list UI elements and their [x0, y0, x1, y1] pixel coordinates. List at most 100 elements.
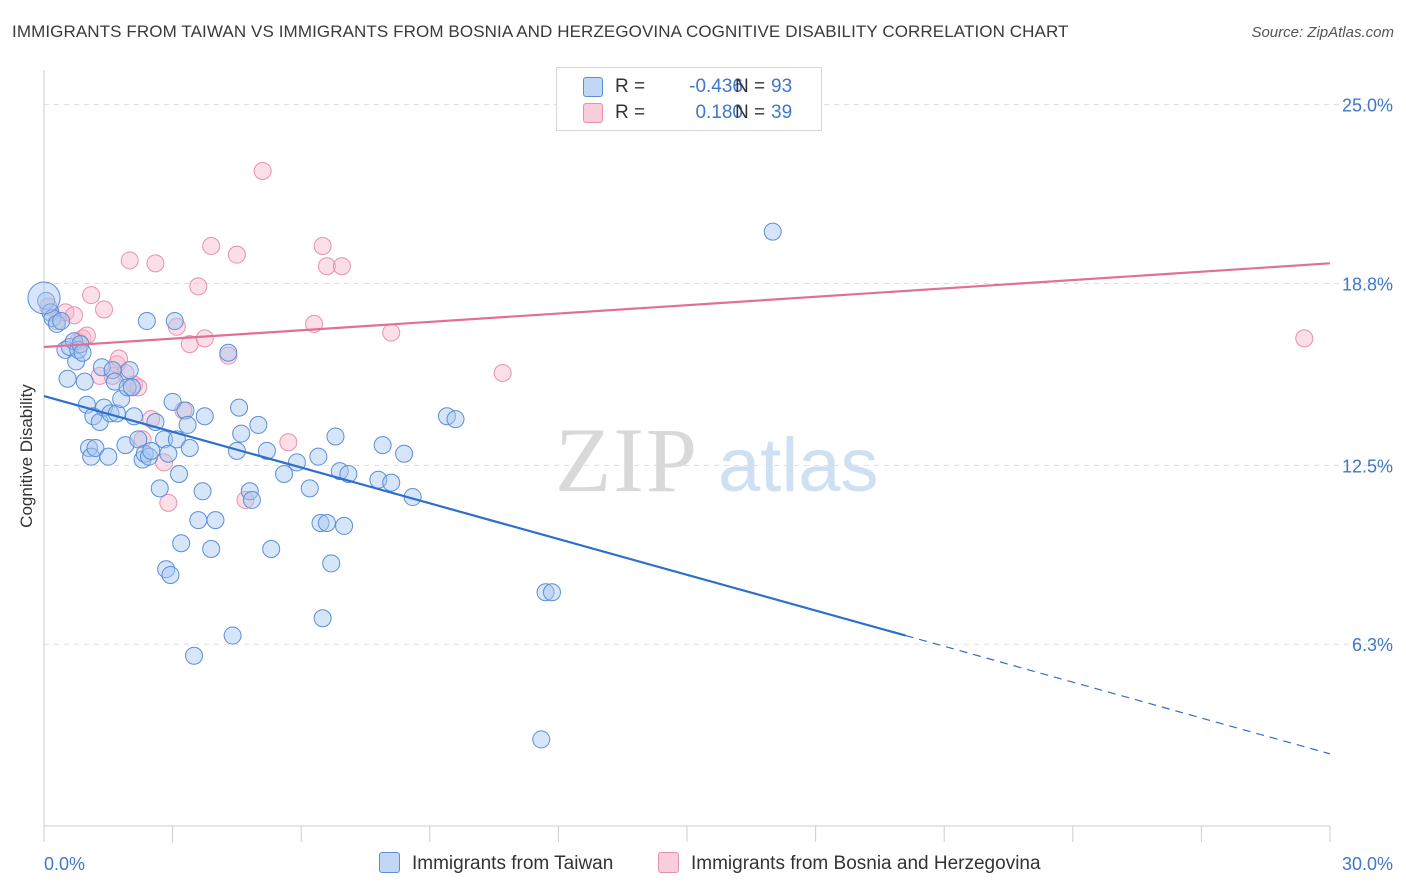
data-point-taiwan: [180, 439, 199, 457]
data-point-taiwan: [120, 361, 139, 380]
data-point-taiwan: [275, 464, 294, 483]
legend-swatch-bosnia: [583, 103, 603, 123]
data-point-bosnia: [195, 329, 214, 348]
data-point-bosnia: [129, 378, 148, 397]
data-point-taiwan: [73, 343, 92, 362]
data-point-bosnia: [313, 237, 332, 256]
data-point-bosnia: [382, 323, 401, 342]
data-point-taiwan: [142, 441, 161, 460]
trend-line-taiwan-extension: [905, 634, 1331, 755]
data-point-taiwan: [99, 447, 118, 466]
data-point-taiwan: [202, 539, 221, 558]
legend-r-value: -0.436: [689, 76, 743, 97]
data-point-bosnia: [317, 257, 336, 276]
data-point-taiwan: [137, 312, 156, 331]
data-point-taiwan: [195, 407, 214, 426]
grid-lines: [44, 104, 1392, 645]
data-point-taiwan: [206, 511, 225, 530]
data-point-taiwan: [311, 514, 330, 533]
watermark-atlas: atlas: [718, 423, 879, 508]
y-tick-label: 6.3%: [1352, 635, 1393, 655]
bottom-legend-swatch-bosnia: [658, 852, 679, 873]
data-point-taiwan: [219, 343, 238, 362]
data-point-bosnia: [227, 245, 246, 264]
data-point-bosnia: [95, 300, 114, 319]
data-point-taiwan: [165, 312, 184, 331]
data-point-taiwan: [262, 539, 281, 558]
legend-n-value: 93: [771, 76, 793, 97]
x-tick-label: 30.0%: [1342, 854, 1393, 874]
series-bosnia-points: [39, 161, 1314, 512]
data-point-taiwan: [161, 565, 180, 584]
bottom-legend-label-taiwan: Immigrants from Taiwan: [412, 853, 614, 874]
data-point-bosnia: [236, 490, 255, 509]
watermark: ZIP atlas: [555, 409, 879, 511]
legend-swatch-taiwan: [583, 77, 603, 97]
data-point-bosnia: [279, 433, 298, 452]
data-point-taiwan: [122, 378, 141, 397]
data-point-taiwan: [101, 404, 120, 423]
data-point-taiwan: [112, 389, 131, 408]
data-point-taiwan: [532, 730, 551, 749]
data-point-taiwan: [37, 291, 56, 310]
data-point-bosnia: [159, 493, 178, 512]
data-point-taiwan: [257, 441, 276, 460]
data-point-bosnia: [189, 277, 208, 296]
data-point-taiwan: [326, 427, 345, 446]
data-point-taiwan: [232, 424, 251, 443]
data-point-taiwan: [159, 444, 178, 463]
data-point-taiwan: [150, 479, 169, 498]
legend-r-label: R =: [615, 102, 646, 123]
trend-line-bosnia: [43, 262, 1331, 349]
bottom-legend-taiwan: Immigrants from Taiwan: [379, 852, 613, 875]
data-point-taiwan: [170, 464, 189, 483]
chart-title: IMMIGRANTS FROM TAIWAN VS IMMIGRANTS FRO…: [12, 22, 1069, 41]
data-point-taiwan: [176, 401, 195, 420]
trend-line-taiwan: [43, 395, 906, 637]
data-point-taiwan: [763, 222, 782, 241]
data-point-taiwan: [178, 415, 197, 434]
bottom-legend-bosnia: Immigrants from Bosnia and Herzegovina: [658, 852, 1041, 875]
legend-n-value: 39: [771, 102, 793, 123]
data-point-taiwan: [27, 281, 61, 315]
data-point-bosnia: [146, 254, 165, 273]
data-point-taiwan: [75, 372, 94, 391]
data-point-bosnia: [120, 251, 139, 270]
trend-lines: [43, 262, 1331, 755]
legend-n-label: N =: [735, 76, 766, 97]
bottom-legend-label-bosnia: Immigrants from Bosnia and Herzegovina: [691, 853, 1041, 874]
data-point-taiwan: [339, 464, 358, 483]
data-point-taiwan: [155, 430, 174, 449]
stats-legend: R = -0.436 N = 93 R = 0.180 N = 39: [556, 67, 822, 131]
data-point-bosnia: [332, 257, 351, 276]
data-point-bosnia: [202, 237, 221, 256]
data-point-bosnia: [1295, 329, 1314, 348]
y-tick-label: 25.0%: [1342, 96, 1393, 116]
data-point-taiwan: [542, 583, 561, 602]
y-tick-label: 18.8%: [1342, 275, 1393, 295]
data-point-taiwan: [395, 444, 414, 463]
data-point-taiwan: [313, 609, 332, 628]
data-point-taiwan: [185, 646, 204, 665]
legend-r-value: 0.180: [695, 102, 743, 123]
data-point-bosnia: [493, 363, 512, 382]
data-point-taiwan: [249, 415, 268, 434]
data-point-taiwan: [242, 490, 261, 509]
data-point-taiwan: [322, 554, 341, 573]
data-point-taiwan: [309, 447, 328, 466]
legend-n-label: N =: [735, 102, 766, 123]
data-point-taiwan: [227, 441, 246, 460]
tick-labels: 6.3% 12.5% 18.8% 25.0% 0.0% 30.0%: [44, 96, 1393, 874]
data-point-taiwan: [317, 514, 336, 533]
data-point-taiwan: [189, 511, 208, 530]
data-point-bosnia: [82, 286, 101, 305]
y-axis-title: Cognitive Disability: [17, 384, 36, 528]
data-point-taiwan: [446, 410, 465, 429]
data-point-taiwan: [335, 516, 354, 535]
data-point-taiwan: [92, 358, 111, 377]
data-point-taiwan: [58, 369, 77, 388]
legend-r-label: R =: [615, 76, 646, 97]
data-point-taiwan: [230, 398, 249, 417]
data-point-taiwan: [536, 583, 555, 602]
